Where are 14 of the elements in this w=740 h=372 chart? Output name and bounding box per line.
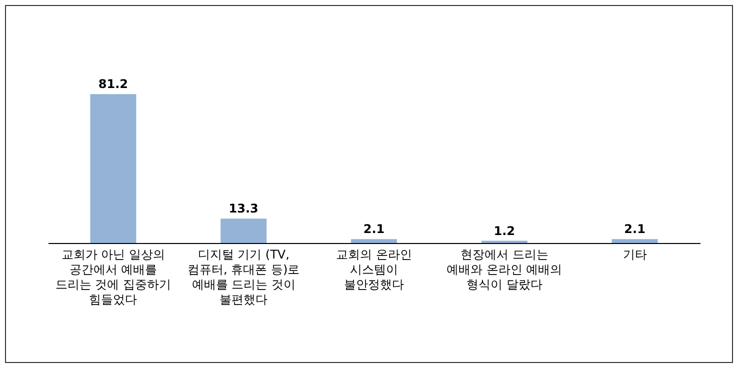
data-label: 2.1 <box>624 222 646 236</box>
x-tick-label: 디지털 기기 (TV, 컴퓨터, 휴대폰 등)로 예배를 드리는 것이 불편했다 <box>188 248 300 306</box>
bar <box>220 218 267 243</box>
x-tick-label: 기타 <box>622 248 647 262</box>
data-label: 13.3 <box>228 202 258 216</box>
x-tick-label: 교회가 아닌 일상의 공간에서 예배를 드리는 것에 집중하기 힘들었다 <box>55 248 172 306</box>
data-label: 2.1 <box>363 222 385 236</box>
data-label: 81.2 <box>98 77 128 92</box>
x-tick-label: 현장에서 드리는 예배와 온라인 예배의 형식이 달랐다 <box>446 248 562 292</box>
bar <box>612 239 658 243</box>
bar <box>351 239 397 243</box>
x-tick-label: 교회의 온라인 시스템이 불안정했다 <box>336 248 412 292</box>
data-label: 1.2 <box>494 224 516 238</box>
bar <box>90 94 136 243</box>
